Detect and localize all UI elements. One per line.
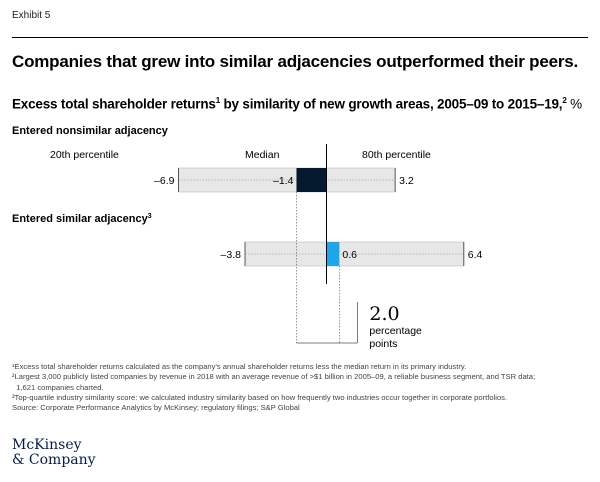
difference-label-line-2: points [369,338,397,350]
group-label-footnote-similar: 3 [148,213,152,220]
header-median: Median [245,149,280,161]
logo-line-2: & Company [12,452,96,468]
p80-value-nonsimilar: 3.2 [399,175,414,187]
median-bar-similar [326,242,340,266]
subtitle-text-2: by similarity of new growth areas, 2005–… [219,96,563,112]
median-value-nonsimilar: –1.4 [273,175,294,187]
mckinsey-logo: McKinsey & Company [12,438,96,468]
header-80th-percentile: 80th percentile [362,149,431,161]
range-chart: Entered nonsimilar adjacency –6.9 3.2 –1.4 E… [12,125,483,350]
logo-line-1: McKinsey [12,437,82,453]
footnotes: ¹Excess total shareholder returns calcul… [12,362,588,413]
group-label-nonsimilar: Entered nonsimilar adjacency [12,125,169,137]
footnote-2-cont: 1,621 companies charted. [12,382,104,392]
header-20th-percentile: 20th percentile [50,149,119,161]
p80-value-similar: 6.4 [468,249,483,261]
chart-subtitle: Excess total shareholder returns1 by sim… [12,96,582,112]
page-title: Companies that grew into similar adjacen… [12,52,579,71]
source-note: Source: Corporate Performance Analytics … [12,403,300,413]
subtitle-footnote-2: 2 [562,96,567,105]
subtitle-text: Excess total shareholder returns [12,96,216,112]
footnote-2: ²Largest 3,000 publicly listed companies… [12,372,536,382]
median-value-similar: 0.6 [342,249,357,261]
difference-value: 2.0 [369,303,399,325]
footnote-3: ³Top-quartile industry similarity score:… [12,392,508,402]
subtitle-footnote-1: 1 [215,96,220,105]
group-label-similar: Entered similar adjacency3 [12,213,152,225]
subtitle-unit: % [566,96,582,112]
p20-value-similar: –3.8 [221,249,242,261]
p20-value-nonsimilar: –6.9 [154,175,175,187]
median-bar-nonsimilar [296,168,327,192]
top-divider [12,37,588,38]
exhibit-label: Exhibit 5 [12,10,51,21]
difference-label-line-1: percentage [369,325,422,337]
footnote-1: ¹Excess total shareholder returns calcul… [12,362,467,371]
